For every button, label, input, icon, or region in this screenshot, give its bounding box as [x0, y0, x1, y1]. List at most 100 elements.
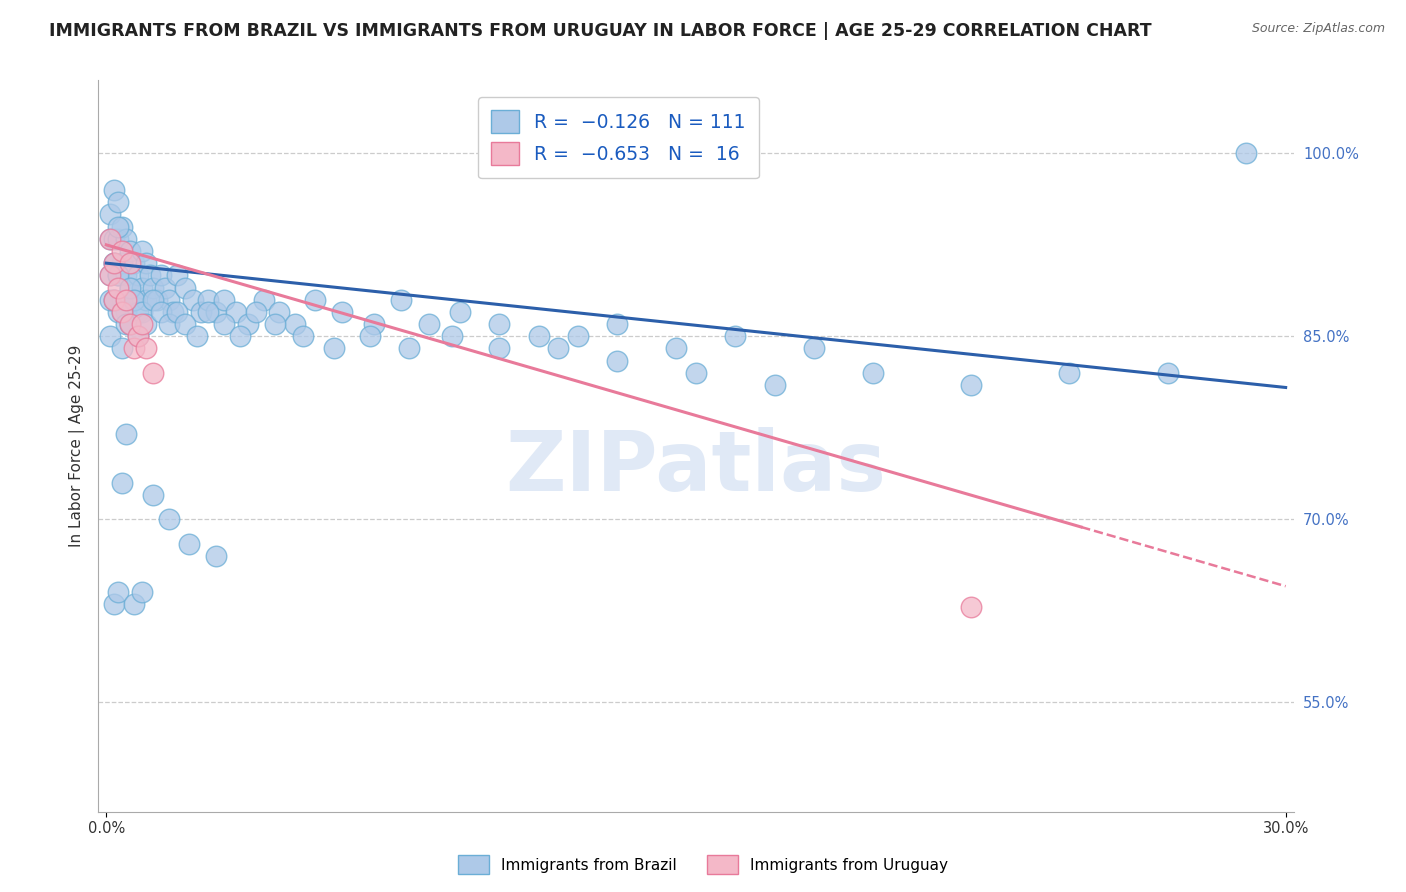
- Point: [103, 293, 125, 307]
- Point: [862, 366, 884, 380]
- Point: [284, 317, 307, 331]
- Point: [157, 293, 180, 307]
- Point: [103, 256, 125, 270]
- Point: [127, 329, 149, 343]
- Point: [103, 256, 125, 270]
- Text: Source: ZipAtlas.com: Source: ZipAtlas.com: [1251, 22, 1385, 36]
- Point: [115, 317, 138, 331]
- Point: [197, 305, 219, 319]
- Point: [135, 256, 157, 270]
- Legend: Immigrants from Brazil, Immigrants from Uruguay: Immigrants from Brazil, Immigrants from …: [451, 849, 955, 880]
- Point: [135, 342, 157, 356]
- Point: [177, 536, 200, 550]
- Point: [330, 305, 353, 319]
- Point: [363, 317, 385, 331]
- Point: [488, 342, 510, 356]
- Point: [111, 293, 134, 307]
- Point: [122, 342, 145, 356]
- Point: [131, 280, 153, 294]
- Point: [547, 342, 569, 356]
- Point: [127, 329, 149, 343]
- Point: [122, 598, 145, 612]
- Point: [960, 378, 983, 392]
- Text: IMMIGRANTS FROM BRAZIL VS IMMIGRANTS FROM URUGUAY IN LABOR FORCE | AGE 25-29 COR: IMMIGRANTS FROM BRAZIL VS IMMIGRANTS FRO…: [49, 22, 1152, 40]
- Point: [212, 317, 235, 331]
- Point: [107, 268, 129, 283]
- Point: [236, 317, 259, 331]
- Point: [606, 353, 628, 368]
- Point: [1234, 146, 1257, 161]
- Point: [118, 317, 141, 331]
- Point: [111, 342, 134, 356]
- Point: [115, 426, 138, 441]
- Point: [150, 305, 173, 319]
- Point: [98, 207, 121, 221]
- Point: [665, 342, 688, 356]
- Point: [157, 317, 180, 331]
- Point: [118, 280, 141, 294]
- Point: [146, 293, 169, 307]
- Point: [127, 305, 149, 319]
- Point: [107, 195, 129, 210]
- Point: [115, 268, 138, 283]
- Point: [138, 268, 160, 283]
- Point: [567, 329, 589, 343]
- Point: [441, 329, 464, 343]
- Legend: R =  −0.126   N = 111, R =  −0.653   N =  16: R = −0.126 N = 111, R = −0.653 N = 16: [478, 97, 759, 178]
- Point: [264, 317, 287, 331]
- Point: [118, 256, 141, 270]
- Point: [252, 293, 274, 307]
- Point: [103, 598, 125, 612]
- Point: [685, 366, 707, 380]
- Point: [150, 268, 173, 283]
- Point: [225, 305, 247, 319]
- Point: [181, 293, 204, 307]
- Point: [115, 232, 138, 246]
- Point: [166, 268, 188, 283]
- Text: ZIPatlas: ZIPatlas: [506, 427, 886, 508]
- Point: [190, 305, 212, 319]
- Point: [527, 329, 550, 343]
- Point: [205, 549, 228, 563]
- Point: [111, 305, 134, 319]
- Point: [205, 305, 228, 319]
- Point: [359, 329, 381, 343]
- Point: [107, 305, 129, 319]
- Point: [111, 475, 134, 490]
- Point: [111, 219, 134, 234]
- Point: [107, 232, 129, 246]
- Point: [135, 293, 157, 307]
- Point: [398, 342, 420, 356]
- Point: [449, 305, 471, 319]
- Point: [98, 293, 121, 307]
- Point: [107, 219, 129, 234]
- Point: [291, 329, 314, 343]
- Point: [111, 244, 134, 258]
- Point: [162, 305, 184, 319]
- Point: [174, 317, 197, 331]
- Point: [186, 329, 208, 343]
- Point: [98, 232, 121, 246]
- Point: [103, 293, 125, 307]
- Point: [142, 488, 165, 502]
- Point: [122, 293, 145, 307]
- Point: [960, 599, 983, 614]
- Point: [118, 280, 141, 294]
- Point: [115, 293, 138, 307]
- Point: [155, 280, 177, 294]
- Point: [111, 305, 134, 319]
- Point: [166, 305, 188, 319]
- Point: [131, 305, 153, 319]
- Point: [142, 366, 165, 380]
- Point: [174, 280, 197, 294]
- Point: [229, 329, 252, 343]
- Point: [131, 585, 153, 599]
- Point: [1059, 366, 1081, 380]
- Point: [142, 293, 165, 307]
- Point: [118, 317, 141, 331]
- Point: [107, 585, 129, 599]
- Point: [103, 256, 125, 270]
- Point: [389, 293, 412, 307]
- Point: [111, 256, 134, 270]
- Point: [115, 305, 138, 319]
